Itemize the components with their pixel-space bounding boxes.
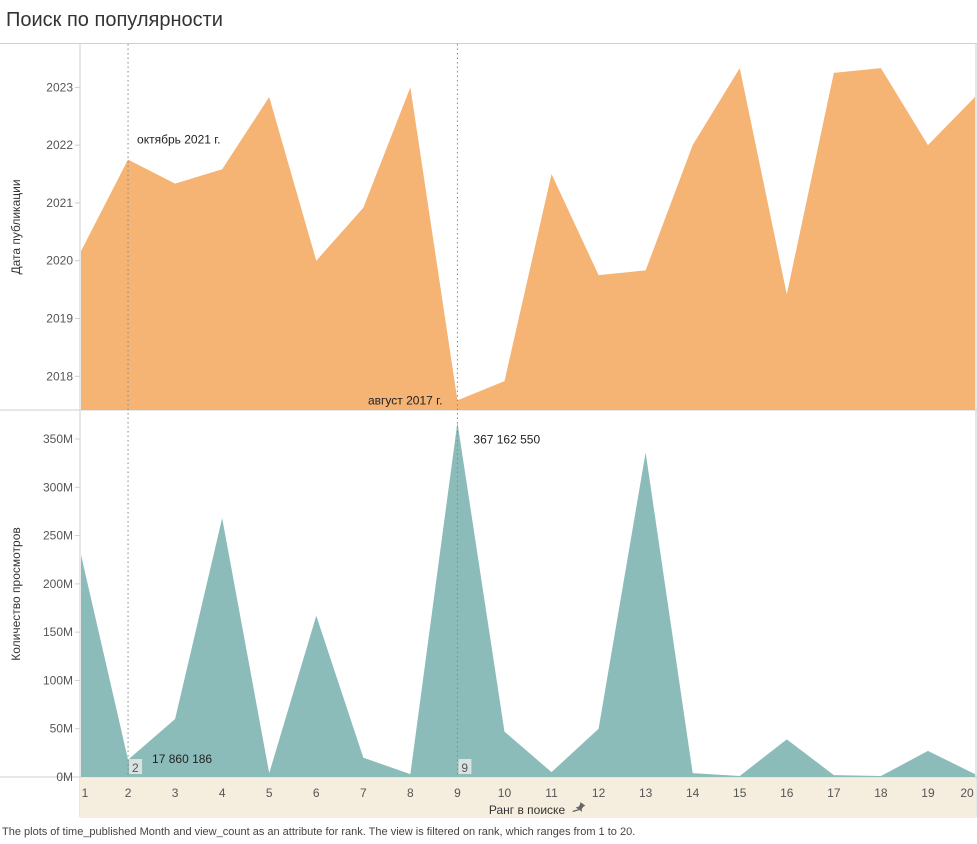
x-tick-label: 8: [407, 786, 414, 800]
page-title: Поиск по популярности: [6, 9, 223, 31]
bottom-y-tick-label: 100M: [43, 673, 73, 687]
bottom-y-tick-label: 250M: [43, 529, 73, 543]
views-annotation-label: 17 860 186: [152, 752, 212, 766]
rank-highlight-box: [458, 759, 472, 774]
top-y-tick-label: 2018: [46, 369, 73, 383]
x-tick-label: 14: [686, 786, 700, 800]
x-tick-label: 2: [125, 786, 132, 800]
x-tick-label: 9: [454, 786, 461, 800]
date-annotation-label: октябрь 2021 г.: [137, 133, 220, 147]
rank-highlight-box: [129, 759, 143, 774]
x-tick-label: 11: [545, 786, 558, 800]
top-y-tick-label: 2021: [46, 196, 73, 210]
x-tick-label: 1: [82, 786, 89, 800]
x-tick-label: 6: [313, 786, 320, 800]
top-y-axis-title: Дата публикации: [9, 179, 23, 274]
x-tick-label: 16: [780, 786, 794, 800]
bottom-y-tick-label: 300M: [43, 480, 73, 494]
x-tick-label: 7: [360, 786, 367, 800]
date-area-series: [81, 68, 975, 410]
bottom-y-tick-label: 150M: [43, 625, 73, 639]
pin-icon[interactable]: [572, 802, 586, 814]
x-axis-title: Ранг в поиске: [489, 803, 566, 817]
x-tick-label: 17: [827, 786, 841, 800]
top-y-tick-label: 2022: [46, 138, 73, 152]
highlighted-rank-label: 9: [461, 761, 468, 775]
x-tick-label: 10: [498, 786, 512, 800]
x-axis-band: [80, 778, 976, 818]
views-annotation-label: 367 162 550: [473, 432, 540, 446]
top-y-tick-label: 2019: [46, 312, 73, 326]
x-tick-label: 20: [960, 786, 974, 800]
x-tick-label: 18: [874, 786, 888, 800]
x-tick-label: 4: [219, 786, 226, 800]
x-tick-label: 3: [172, 786, 179, 800]
bottom-y-tick-label: 350M: [43, 432, 73, 446]
chart-caption: The plots of time_published Month and vi…: [2, 826, 636, 838]
x-tick-label: 19: [921, 786, 935, 800]
highlighted-rank-label: 2: [132, 761, 139, 775]
bottom-y-tick-label: 0M: [56, 770, 73, 784]
x-tick-label: 15: [733, 786, 747, 800]
x-tick-label: 13: [639, 786, 653, 800]
date-annotation-label: август 2017 г.: [368, 393, 442, 407]
bottom-y-axis-title: Количество просмотров: [9, 527, 23, 661]
top-divider: [0, 43, 977, 44]
views-area-series: [81, 422, 975, 777]
x-tick-label: 5: [266, 786, 273, 800]
x-tick-label: 12: [592, 786, 606, 800]
bottom-y-tick-label: 50M: [50, 722, 73, 736]
top-y-tick-label: 2020: [46, 254, 73, 268]
bottom-y-tick-label: 200M: [43, 577, 73, 591]
top-y-tick-label: 2023: [46, 80, 73, 94]
